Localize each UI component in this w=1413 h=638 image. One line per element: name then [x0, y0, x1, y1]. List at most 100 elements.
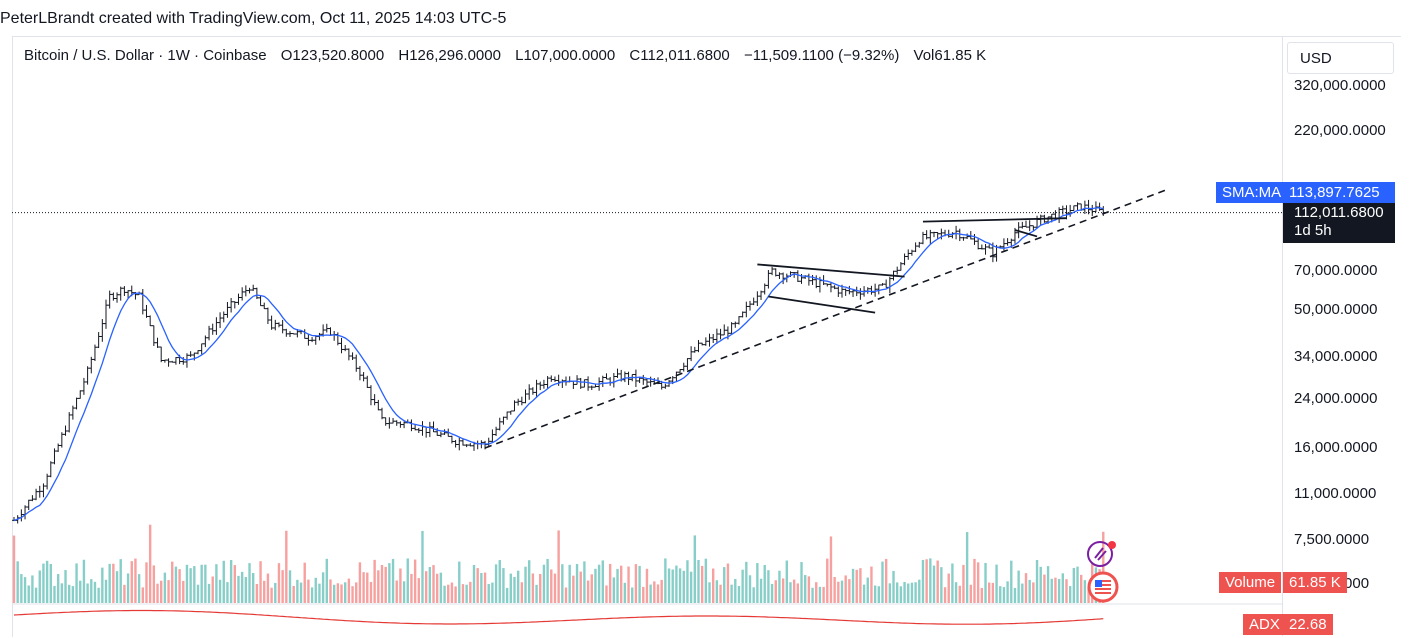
volume-bar — [79, 580, 82, 603]
volume-bar — [56, 574, 60, 603]
volume-bar — [193, 566, 196, 603]
volume-bar — [152, 565, 156, 603]
volume-bar — [1068, 586, 1072, 603]
volume-bar — [340, 584, 343, 603]
volume-bar — [222, 560, 225, 603]
volume-bar — [215, 564, 218, 603]
volume-bar — [623, 582, 627, 603]
volume-bar — [399, 568, 402, 603]
volume-bar — [620, 565, 623, 603]
volume-bar — [932, 565, 936, 603]
volume-bar — [892, 570, 895, 603]
volume-bar — [101, 567, 104, 603]
volume-bar — [494, 564, 498, 603]
volume-bar — [1083, 580, 1087, 603]
last-price-value: 112,011.6800 — [1294, 204, 1384, 221]
volume-bar — [1039, 566, 1042, 603]
us-flag-icon[interactable] — [1087, 571, 1119, 603]
volume-bar — [299, 582, 303, 603]
volume-bar — [697, 559, 700, 603]
volume-bar — [822, 586, 825, 603]
volume-bar — [859, 568, 862, 603]
volume-bar — [303, 562, 306, 603]
sma-line — [13, 207, 1104, 522]
volume-bar — [656, 584, 660, 603]
volume-bar — [31, 575, 34, 603]
price-tick: 34,000.0000 — [1294, 348, 1378, 365]
currency-selector[interactable]: USD — [1287, 42, 1394, 74]
volume-bar — [667, 568, 671, 603]
volume-bar — [660, 579, 663, 603]
volume-bar — [160, 580, 163, 603]
symbol-legend[interactable]: Bitcoin / U.S. Dollar · 1W · Coinbase O1… — [24, 47, 996, 64]
volume-bar — [148, 524, 152, 603]
legend-symbol[interactable]: Bitcoin / U.S. Dollar · 1W · Coinbase — [24, 47, 267, 64]
volume-bar — [369, 581, 373, 603]
volume-bar — [712, 568, 715, 603]
volume-bar — [351, 586, 354, 603]
volume-bar — [980, 587, 984, 603]
volume-bar — [388, 563, 391, 603]
volume-bar — [745, 561, 748, 603]
volume-bar — [391, 558, 395, 603]
volume-bar — [888, 583, 892, 603]
volume-bar — [965, 532, 969, 603]
last-price-tag: 112,011.6800 1d 5h — [1283, 203, 1395, 243]
bar-countdown: 1d 5h — [1294, 222, 1332, 239]
volume-bar — [509, 573, 512, 603]
sma-label-tag: SMA:MA — [1216, 182, 1288, 203]
volume-bar — [1061, 573, 1064, 603]
volume-bar — [137, 574, 141, 603]
price-tick: 16,000.0000 — [1294, 439, 1378, 456]
volume-bar — [873, 585, 877, 603]
volume-bar — [211, 576, 214, 603]
volume-bar — [424, 571, 428, 603]
volume-bar — [373, 559, 376, 603]
volume-bar — [255, 583, 259, 603]
volume-bar — [1102, 531, 1105, 603]
volume-bar — [45, 560, 49, 603]
volume-bar — [141, 587, 144, 603]
volume-bar — [226, 582, 229, 603]
volume-bar — [561, 564, 564, 603]
price-tick: 50,000.0000 — [1294, 301, 1378, 318]
volume-bar — [756, 563, 759, 603]
volume-bar — [789, 582, 792, 603]
sparkle-icon[interactable] — [1085, 540, 1119, 570]
price-tick: 24,000.0000 — [1294, 390, 1378, 407]
volume-bar — [1028, 579, 1031, 603]
volume-bar — [344, 582, 347, 603]
volume-bar — [767, 570, 770, 603]
volume-bar — [907, 583, 910, 603]
volume-bar — [818, 586, 822, 603]
volume-bar — [178, 569, 181, 603]
price-tick: 320,000.0000 — [1294, 77, 1386, 94]
volume-bar — [741, 569, 744, 603]
volume-bar — [1046, 566, 1050, 603]
volume-bar — [1024, 573, 1028, 603]
volume-bar — [976, 562, 980, 603]
volume-bar — [748, 575, 752, 603]
volume-bar — [829, 536, 833, 603]
volume-bar — [395, 580, 398, 603]
volume-bar — [870, 566, 873, 603]
volume-bar — [579, 571, 582, 603]
volume-bar — [1002, 587, 1006, 603]
volume-bar — [988, 582, 991, 603]
volume-value-tag: 61.85 K — [1283, 572, 1347, 593]
volume-bar — [366, 572, 369, 603]
volume-bar — [436, 573, 439, 603]
volume-bar — [826, 558, 829, 603]
volume-bar — [704, 558, 708, 603]
volume-bar — [332, 584, 336, 603]
volume-bar — [163, 572, 167, 603]
volume-bar — [296, 579, 299, 603]
price-tick: 7,500.0000 — [1294, 531, 1370, 548]
volume-bar — [601, 560, 604, 603]
volume-bar — [575, 564, 579, 603]
volume-bar — [631, 587, 634, 603]
volume-bar — [520, 582, 524, 603]
volume-bar — [218, 579, 222, 603]
legend-volume: Vol61.85 K — [913, 47, 987, 64]
